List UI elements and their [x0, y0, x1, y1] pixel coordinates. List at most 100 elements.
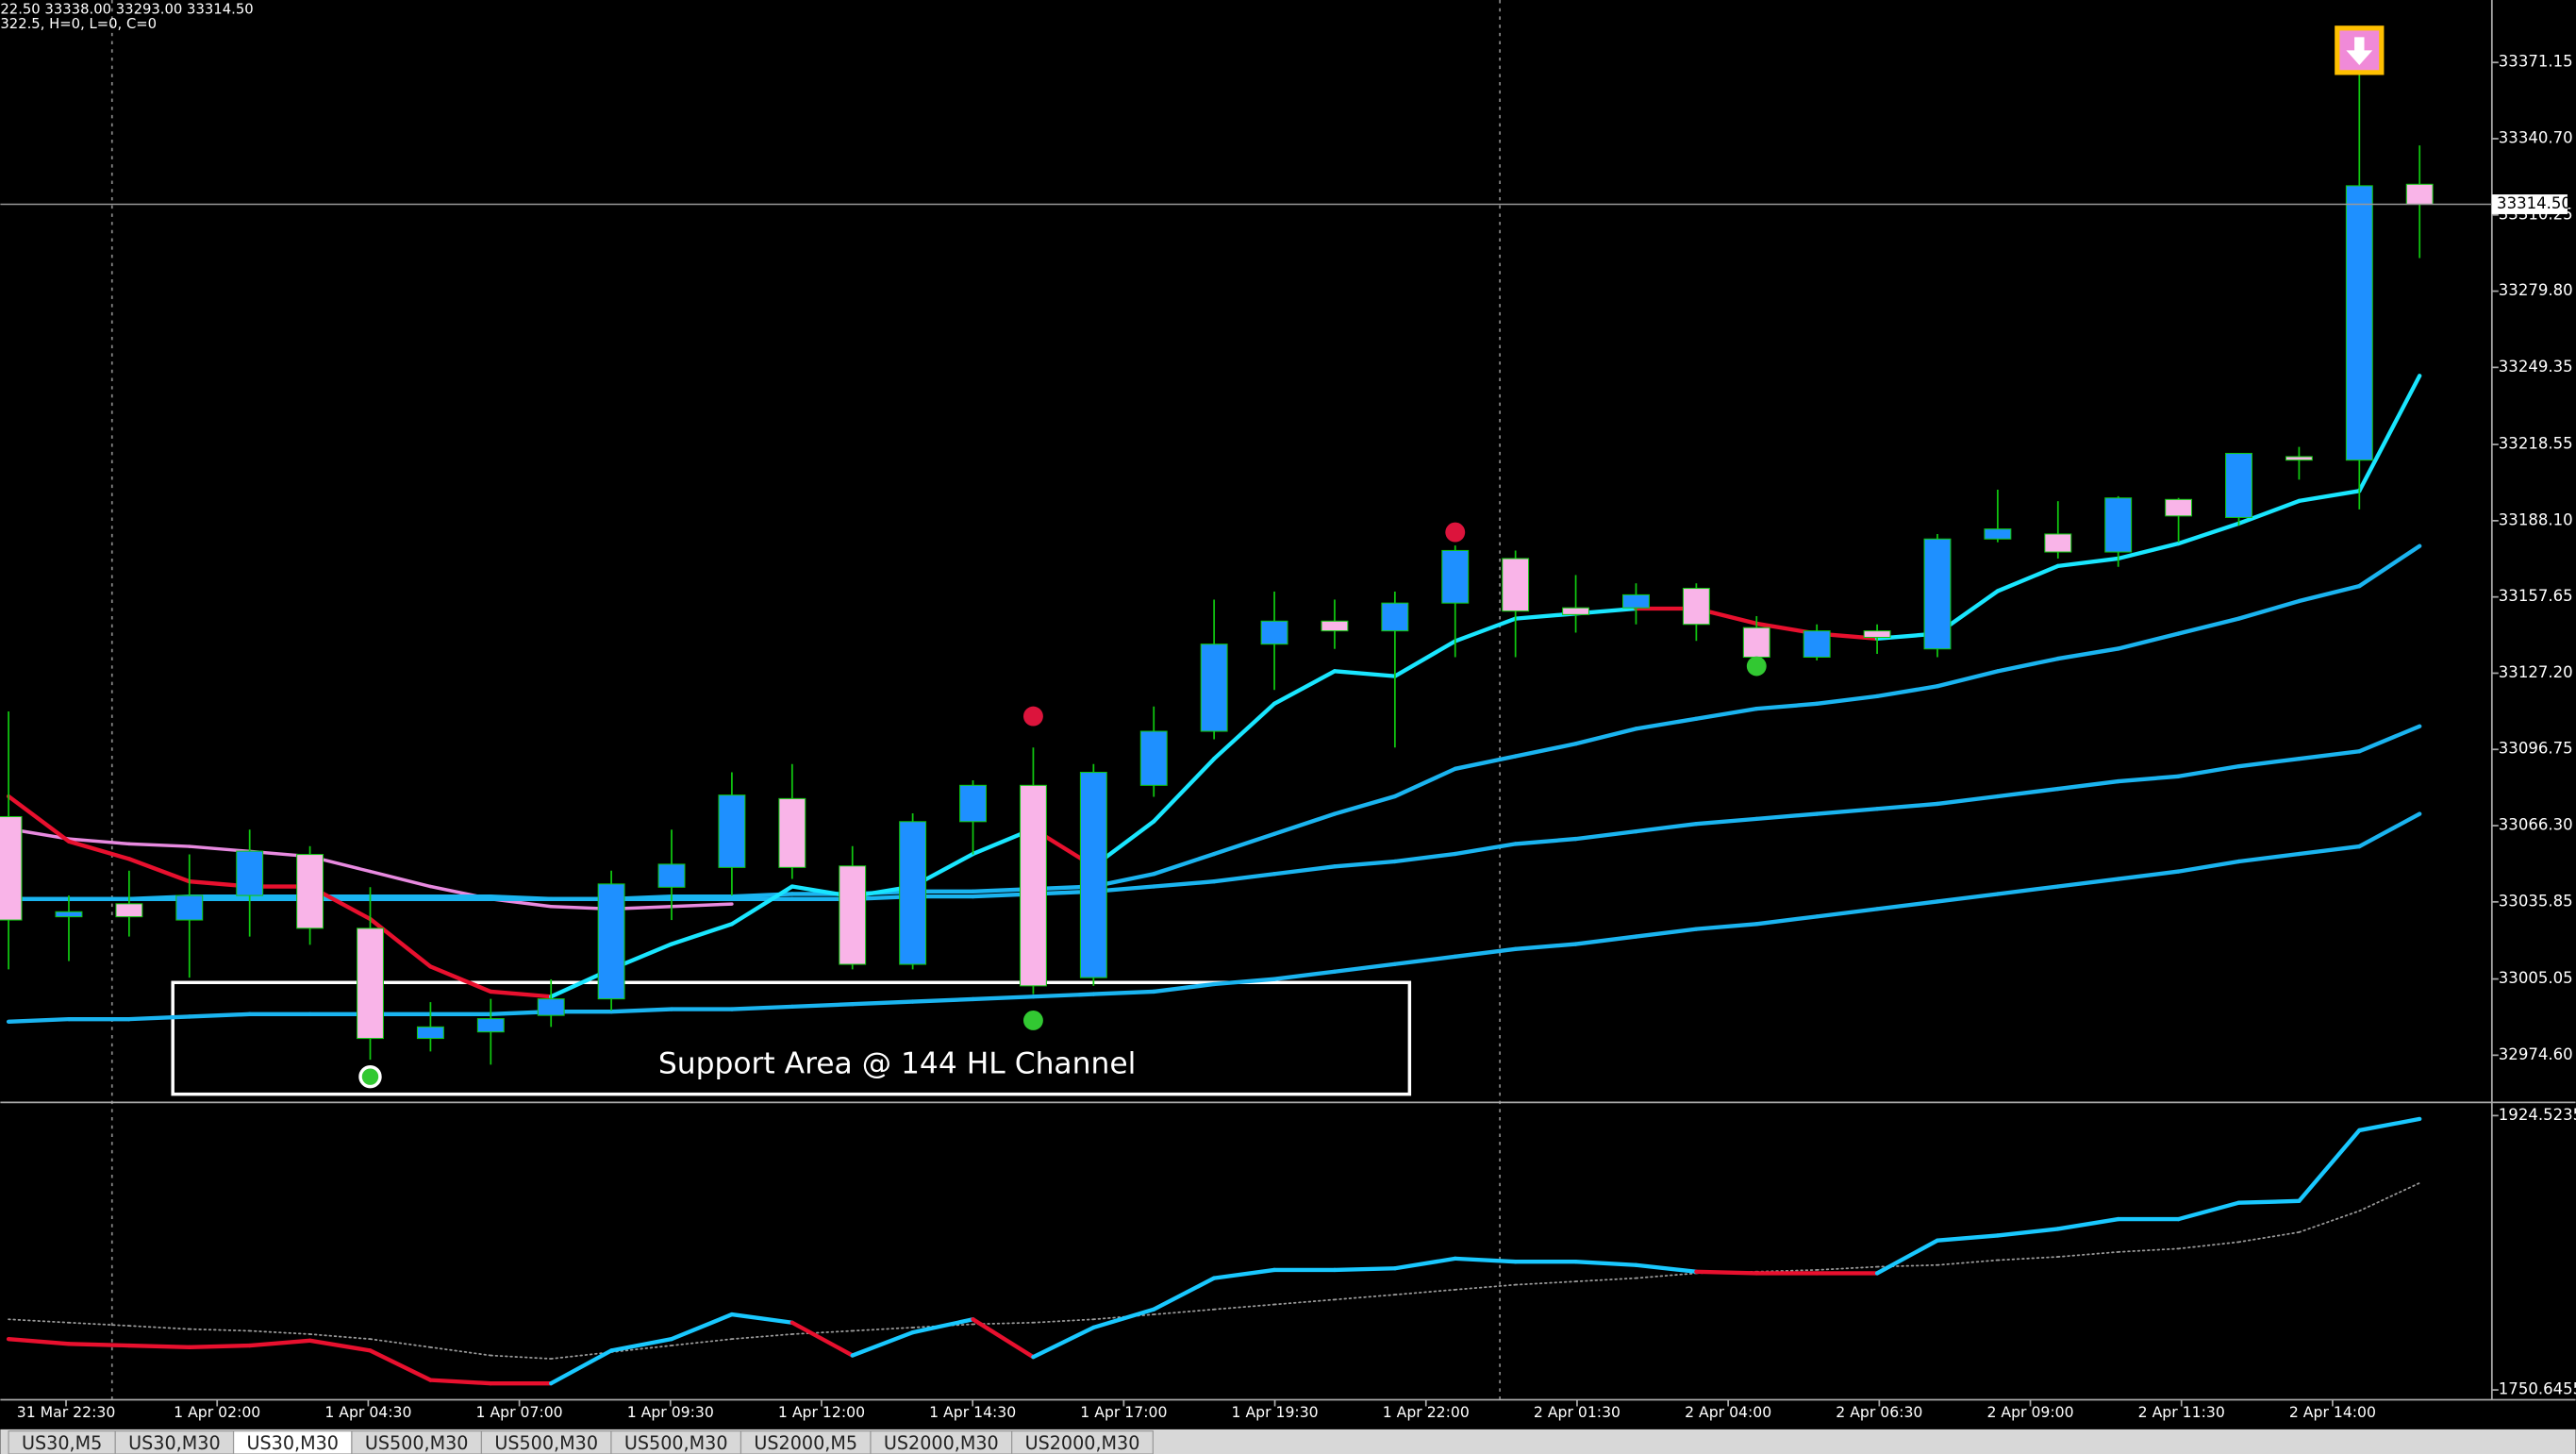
candle-body: [537, 998, 565, 1016]
candle-body: [2345, 185, 2373, 461]
moving-average-segment: [429, 1345, 492, 1357]
moving-average-segment: [1392, 1256, 1457, 1271]
candle-body: [2225, 452, 2252, 518]
tab[interactable]: US2000,M30: [1011, 1430, 1154, 1454]
signal-dot: [1022, 706, 1043, 727]
tab[interactable]: US500,M30: [480, 1430, 612, 1454]
annotation-text: Support Area @ 144 HL Channel: [658, 1046, 1136, 1080]
moving-average-segment: [1211, 977, 1277, 987]
y-tick-label: 33157.65: [2499, 587, 2573, 605]
signal-dot: [358, 1064, 382, 1089]
moving-average-segment: [2236, 757, 2302, 769]
moving-average-segment: [66, 1342, 132, 1348]
moving-average-segment: [128, 1325, 191, 1330]
moving-average-segment: [1634, 1262, 1699, 1274]
tab[interactable]: US500,M30: [351, 1430, 483, 1454]
candle-body: [1742, 627, 1770, 658]
y-tick-label: 33035.85: [2499, 892, 2573, 910]
tab-background: [8, 1430, 116, 1454]
tab-label: US2000,M30: [884, 1432, 999, 1454]
tab-label: US500,M30: [494, 1432, 598, 1454]
x-tick-label: 1 Apr 04:30: [324, 1403, 411, 1421]
y-tick-label: 33279.80: [2499, 281, 2573, 299]
x-tick-label: 2 Apr 11:30: [2138, 1403, 2225, 1421]
moving-average-segment: [2297, 583, 2362, 604]
moving-average-segment: [971, 1317, 1036, 1360]
moving-average-segment: [1211, 872, 1277, 884]
moving-average-segment: [669, 1312, 735, 1342]
moving-average-segment: [1271, 669, 1338, 707]
moving-average-segment: [789, 1320, 855, 1358]
moving-average-segment: [368, 916, 433, 969]
moving-average-segment: [188, 844, 252, 854]
candle-body: [1139, 730, 1168, 786]
candle-body: [1260, 620, 1288, 645]
signal-dot: [1445, 522, 1466, 543]
candle-body: [1019, 784, 1047, 987]
moving-average-segment: [1694, 706, 1759, 721]
moving-average-segment: [2357, 374, 2422, 493]
moving-average-segment: [369, 1338, 432, 1348]
header-indicator: 322.5, H=0, L=0, C=0: [0, 16, 157, 32]
candle-body: [1200, 643, 1228, 732]
x-tick-label: 31 Mar 22:30: [17, 1403, 116, 1421]
moving-average-segment: [2116, 541, 2181, 561]
moving-average-segment: [2055, 778, 2120, 792]
moving-average-segment: [126, 857, 191, 884]
moving-average-segment: [1393, 1288, 1456, 1296]
moving-average-segment: [6, 1336, 72, 1346]
moving-average-segment: [608, 1336, 674, 1353]
moving-average-segment: [68, 1321, 130, 1327]
x-tick-label: 1 Apr 09:30: [627, 1403, 714, 1421]
moving-average-segment: [1453, 946, 1518, 959]
moving-average-segment: [1573, 1260, 1638, 1267]
moving-average-segment: [671, 1338, 733, 1346]
moving-average-segment: [1754, 914, 1820, 927]
tab[interactable]: US2000,M5: [740, 1430, 872, 1454]
tab[interactable]: US30,M5: [8, 1430, 116, 1454]
moving-average-segment: [2116, 869, 2181, 881]
moving-average-segment: [1031, 992, 1096, 999]
moving-average-segment: [1574, 1277, 1637, 1283]
moving-average-segment: [1754, 811, 1820, 822]
candle-body: [1079, 772, 1107, 978]
y-tick-label: 1924.5235: [2499, 1106, 2576, 1124]
moving-average-segment: [247, 1338, 312, 1348]
moving-average-segment: [1513, 836, 1578, 846]
candle-body: [1622, 593, 1650, 609]
moving-average-segment: [489, 894, 554, 901]
candle-body: [1502, 558, 1530, 612]
moving-average-segment: [2116, 631, 2181, 651]
candle-body: [1803, 630, 1831, 658]
candle-body: [1682, 587, 1710, 626]
moving-average-segment: [1454, 1283, 1517, 1291]
moving-average-segment: [67, 837, 131, 846]
moving-average-segment: [1271, 811, 1338, 836]
moving-average-segment: [2176, 521, 2241, 546]
moving-average-segment: [1332, 669, 1398, 678]
tab[interactable]: US30,M30: [232, 1430, 353, 1454]
y-tick-label: 33340.70: [2499, 128, 2573, 146]
candle-body: [2285, 456, 2313, 461]
candle-body: [2104, 497, 2133, 553]
candle-body: [1441, 549, 1470, 604]
candle-body: [1381, 602, 1409, 632]
moving-average-segment: [729, 1312, 794, 1325]
moving-average-segment: [1513, 742, 1578, 759]
moving-average-segment: [2177, 1241, 2240, 1250]
tab[interactable]: US500,M30: [610, 1430, 742, 1454]
moving-average-segment: [1152, 879, 1217, 889]
moving-average-segment: [2176, 616, 2241, 636]
moving-average-segment: [490, 1354, 553, 1360]
moving-average-segment: [1334, 1294, 1396, 1301]
moving-average-segment: [2297, 749, 2362, 761]
moving-average-segment: [910, 1317, 975, 1335]
candle-body: [115, 903, 143, 918]
x-tick-label: 2 Apr 14:00: [2289, 1403, 2376, 1421]
moving-average-segment: [2298, 1210, 2361, 1233]
y-tick-label: 1750.6455: [2499, 1380, 2576, 1398]
moving-average-segment: [2055, 1216, 2120, 1231]
tab[interactable]: US2000,M30: [870, 1430, 1013, 1454]
tab[interactable]: US30,M30: [114, 1430, 235, 1454]
candle-body: [55, 911, 83, 918]
